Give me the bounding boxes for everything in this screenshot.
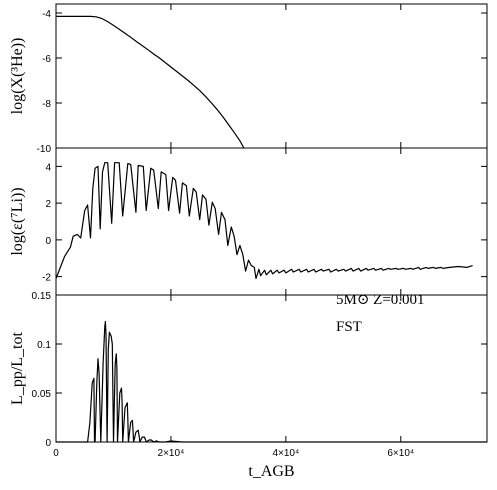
panel-2-ytick-label: -2	[42, 273, 51, 284]
panel-3-ytick-label: 0.1	[37, 340, 51, 351]
xtick-label: 4×10⁴	[272, 448, 299, 459]
panel-1-ytick-label: -8	[42, 99, 51, 110]
panel-1-ytick-label: -4	[42, 9, 51, 20]
panels-layer: -4 -6 -8 -10 4 2 0 -2 0.15 0.1 0.05 0	[32, 3, 488, 449]
panel-3-ytick-label: 0.05	[32, 389, 52, 400]
labels-layer: 5M⊙ Z=0.001 FST log(X(³He)) log(ε(⁷Li)) L_…	[9, 38, 425, 480]
panel-1-ytick-label: -10	[37, 144, 52, 155]
xtick-label: 0	[53, 448, 59, 459]
x-axis-label: t_AGB	[248, 463, 294, 480]
panel-3-frame	[55, 294, 488, 443]
panel-2-ytick-label: 2	[45, 199, 51, 210]
panel-2-ytick-label: 4	[45, 162, 51, 173]
panel-3-series-1-line	[56, 320, 487, 443]
panel-2-ytick-label: 0	[45, 236, 51, 247]
panel-3-ytick-label: 0.15	[32, 291, 52, 302]
panel-1-series-1-line	[56, 15, 245, 149]
panel-2-series-1-line	[55, 162, 473, 280]
panel-2-frame	[55, 147, 488, 296]
panel-2-ylabel: log(ε(⁷Li))	[9, 187, 26, 255]
panel-1-frame	[55, 3, 488, 149]
panel-1-ytick-label: -6	[42, 54, 51, 65]
xtick-label: 6×10⁴	[387, 448, 414, 459]
annotation-model: 5M⊙ Z=0.001	[336, 292, 425, 308]
panel-1-ylabel: log(X(³He))	[9, 38, 26, 115]
xtick-label: 2×10⁴	[158, 448, 185, 459]
panel-3-ylabel: L_pp/L_tot	[9, 332, 26, 405]
annotation-method: FST	[336, 319, 362, 335]
panel-3-ytick-label: 0	[45, 438, 51, 449]
